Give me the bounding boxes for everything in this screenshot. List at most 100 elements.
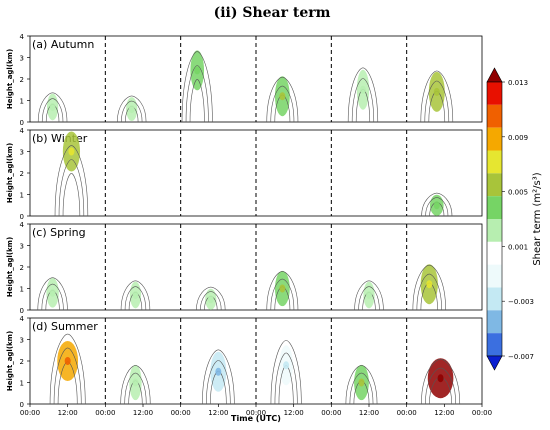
contour-feature — [421, 358, 461, 405]
x-tick-label: 12:00 — [58, 409, 78, 417]
contour-line — [270, 340, 302, 405]
y-tick-label: 1 — [20, 192, 24, 200]
panel-label: (a) Autumn — [32, 38, 94, 51]
contour-line — [49, 333, 86, 405]
shear-core — [426, 280, 433, 289]
contour-line — [420, 70, 454, 123]
contour-line — [58, 159, 85, 217]
shear-core — [433, 201, 440, 210]
contour-line — [421, 358, 461, 405]
colorbar-segment — [487, 104, 502, 128]
x-tick-label: 00:00 — [171, 409, 191, 417]
contour-line — [37, 277, 68, 311]
shear-core — [358, 378, 365, 387]
contour-line — [196, 286, 226, 311]
y-tick-label: 4 — [20, 221, 25, 229]
y-tick-label: 1 — [20, 380, 24, 388]
contour-line — [345, 365, 378, 405]
colorbar-segment — [487, 127, 502, 151]
contour-line — [121, 100, 143, 123]
contour-feature — [202, 349, 235, 405]
shear-core — [437, 374, 444, 383]
shear-core — [128, 105, 135, 114]
x-tick-label: 12:00 — [434, 409, 454, 417]
contour-line — [41, 283, 64, 311]
x-tick-label: 00:00 — [321, 409, 341, 417]
x-tick-label: 12:00 — [359, 409, 379, 417]
contour-line — [200, 291, 222, 311]
contour-feature — [266, 76, 299, 123]
colorbar-tick-label: −0.003 — [508, 298, 534, 306]
contour-feature — [347, 67, 379, 123]
y-tick-label: 3 — [20, 149, 24, 157]
contour-line — [270, 85, 295, 123]
y-tick-label: 4 — [20, 127, 25, 135]
panel-label: (c) Spring — [32, 226, 86, 239]
panel-2: 0 1 2 3 4 Height_agl(km) (c) Spring — [6, 221, 483, 315]
contour-line — [425, 367, 457, 405]
colorbar-segment — [487, 196, 502, 219]
colorbar-tick-label: 0.005 — [508, 189, 528, 197]
shear-core — [215, 367, 222, 376]
colorbar-segment — [487, 219, 502, 242]
y-tick-label: 4 — [20, 33, 25, 41]
colorbar-tick-label: 0.013 — [508, 79, 528, 87]
contour-feature — [412, 264, 446, 311]
contour-line — [349, 372, 374, 405]
y-tick-label: 2 — [20, 76, 24, 84]
x-axis-label: Time (UTC) — [231, 414, 281, 423]
contour-line — [358, 286, 380, 311]
colorbar-segment — [487, 173, 502, 197]
contour-line — [425, 197, 449, 217]
contour-line — [206, 360, 231, 405]
panel-label: (d) Summer — [32, 320, 98, 333]
contour-line — [347, 67, 379, 123]
colorbar-tick-label: 0.009 — [508, 134, 528, 142]
colorbar-extend-max — [486, 67, 503, 83]
panel-1: 0 1 2 3 4 Height_agl(km) (b) Winter — [6, 127, 483, 221]
colorbar-segment — [487, 241, 502, 265]
y-tick-label: 3 — [20, 55, 24, 63]
contour-line — [351, 78, 375, 123]
colorbar-extend-min — [486, 355, 503, 371]
x-tick-label: 00:00 — [246, 409, 266, 417]
y-axis-label: Height_agl(km) — [6, 49, 14, 109]
contour-line — [354, 280, 384, 311]
contour-feature — [37, 92, 68, 123]
contour-line — [421, 192, 453, 217]
panel-3: 0 1 2 3 4 Height_agl(km) (d) Summer — [6, 315, 483, 409]
colorbar-label: Shear term (m²/s³) — [532, 172, 543, 265]
y-tick-label: 1 — [20, 98, 24, 106]
x-tick-label: 12:00 — [284, 409, 304, 417]
contour-feature — [345, 364, 378, 405]
y-tick-label: 0 — [20, 401, 24, 409]
contour-line — [424, 80, 450, 123]
x-tick-label: 00:00 — [397, 409, 417, 417]
contour-line — [266, 76, 299, 123]
shear-core — [207, 295, 214, 304]
contour-feature — [49, 333, 86, 405]
contour-line — [270, 278, 295, 311]
contour-line — [124, 372, 147, 405]
colorbar-segment — [487, 82, 502, 105]
x-axis: 00:00 12:00 00:00 12:00 00:00 12:00 00:00 12:00… — [20, 404, 492, 417]
colorbar-tick-label: −0.007 — [508, 353, 534, 361]
contour-feature — [270, 340, 302, 405]
contour-line — [120, 280, 151, 311]
contour-feature — [421, 192, 453, 217]
panel-label: (b) Winter — [32, 132, 88, 145]
x-tick-label: 12:00 — [208, 409, 228, 417]
y-tick-label: 2 — [20, 264, 24, 272]
shear-core — [279, 284, 286, 293]
contour-line — [266, 271, 299, 311]
panel-0: 0 1 2 3 4 Height_agl(km) (a) Autumn — [6, 33, 483, 127]
y-tick-label: 4 — [20, 315, 25, 323]
shear-core — [433, 87, 440, 96]
contour-line — [53, 347, 82, 405]
y-tick-label: 3 — [20, 243, 24, 251]
colorbar: 0.013 0.009 0.005 0.001 −0.003 −0.007 — [486, 67, 534, 371]
shear-core — [194, 66, 201, 75]
contour-line — [41, 98, 64, 123]
contour-line — [117, 95, 147, 123]
